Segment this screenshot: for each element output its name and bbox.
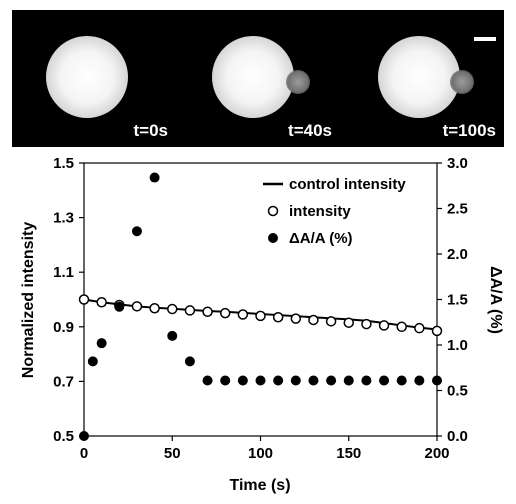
bleb-blob — [286, 70, 310, 94]
cell-blob — [378, 36, 460, 118]
intensity-point — [203, 307, 212, 316]
y-tick-label: 0.5 — [53, 428, 74, 445]
y2-tick-label: 2.5 — [447, 201, 468, 218]
cell-blob — [46, 36, 128, 118]
x-tick-label: 150 — [336, 445, 361, 462]
x-axis-title: Time (s) — [229, 477, 290, 494]
microscopy-image-strip: t=0s t=40s t=100s — [12, 10, 504, 147]
delta-a-point — [185, 356, 195, 366]
scale-bar — [474, 37, 496, 41]
y2-axis-title: ΔA/A (%) — [487, 266, 504, 334]
delta-a-point — [432, 375, 442, 385]
delta-a-point — [203, 375, 213, 385]
delta-a-point — [397, 375, 407, 385]
intensity-point — [238, 310, 247, 319]
plot-frame — [84, 163, 437, 436]
y-tick-label: 0.7 — [53, 373, 74, 390]
delta-a-point — [132, 226, 142, 236]
delta-a-point — [167, 331, 177, 341]
bleb-blob — [450, 70, 474, 94]
delta-a-point — [308, 375, 318, 385]
image-panel-t100: t=100s — [340, 10, 504, 147]
legend-label: ΔA/A (%) — [289, 230, 353, 247]
time-label: t=100s — [443, 121, 496, 141]
delta-a-point — [291, 375, 301, 385]
y-tick-label: 1.3 — [53, 210, 74, 227]
y2-tick-label: 0.0 — [447, 428, 468, 445]
image-panel-t40: t=40s — [176, 10, 340, 147]
intensity-point — [380, 321, 389, 330]
intensity-point — [221, 309, 230, 318]
delta-a-point — [414, 375, 424, 385]
intensity-point — [362, 320, 371, 329]
x-tick-label: 0 — [80, 445, 88, 462]
delta-a-point — [238, 375, 248, 385]
delta-a-point — [150, 173, 160, 183]
x-tick-label: 100 — [248, 445, 273, 462]
intensity-point — [185, 306, 194, 315]
legend-label: intensity — [289, 203, 351, 220]
delta-a-point — [88, 356, 98, 366]
delta-a-point — [344, 375, 354, 385]
intensity-point — [274, 313, 283, 322]
time-label: t=0s — [134, 121, 169, 141]
y2-tick-label: 3.0 — [447, 155, 468, 172]
intensity-point — [291, 314, 300, 323]
y2-tick-label: 2.0 — [447, 246, 468, 263]
y2-tick-label: 1.0 — [447, 337, 468, 354]
delta-a-point — [273, 375, 283, 385]
y2-tick-label: 1.5 — [447, 292, 468, 309]
delta-a-point — [79, 431, 89, 441]
delta-a-point — [326, 375, 336, 385]
x-tick-label: 50 — [164, 445, 181, 462]
delta-a-point — [220, 375, 230, 385]
intensity-point — [327, 317, 336, 326]
intensity-point — [256, 311, 265, 320]
intensity-point — [132, 302, 141, 311]
intensity-chart: 0 50 100 150 200 0.5 0.7 0.9 1.1 1.3 1.5 0.0 0.5 1.0 1… — [0, 150, 516, 504]
delta-a-point — [379, 375, 389, 385]
intensity-point — [344, 318, 353, 327]
time-label: t=40s — [288, 121, 332, 141]
intensity-point — [309, 315, 318, 324]
intensity-point — [150, 304, 159, 313]
y-tick-label: 1.5 — [53, 155, 74, 172]
legend-label: control intensity — [289, 176, 406, 193]
delta-a-point — [256, 375, 266, 385]
legend-open-circle-marker — [269, 207, 278, 216]
delta-a-point — [361, 375, 371, 385]
intensity-point — [168, 305, 177, 314]
intensity-point — [415, 324, 424, 333]
intensity-point — [80, 295, 89, 304]
y-axis-title: Normalized intensity — [20, 222, 37, 379]
intensity-point — [97, 298, 106, 307]
image-panel-t0: t=0s — [12, 10, 176, 147]
y-tick-label: 0.9 — [53, 319, 74, 336]
delta-a-point — [114, 302, 124, 312]
delta-a-point — [97, 338, 107, 348]
intensity-point — [397, 322, 406, 331]
intensity-point — [433, 326, 442, 335]
cell-blob — [212, 36, 294, 118]
y2-tick-label: 0.5 — [447, 383, 468, 400]
legend-filled-circle-marker — [268, 233, 278, 243]
x-tick-label: 200 — [424, 445, 449, 462]
y-tick-label: 1.1 — [53, 264, 74, 281]
